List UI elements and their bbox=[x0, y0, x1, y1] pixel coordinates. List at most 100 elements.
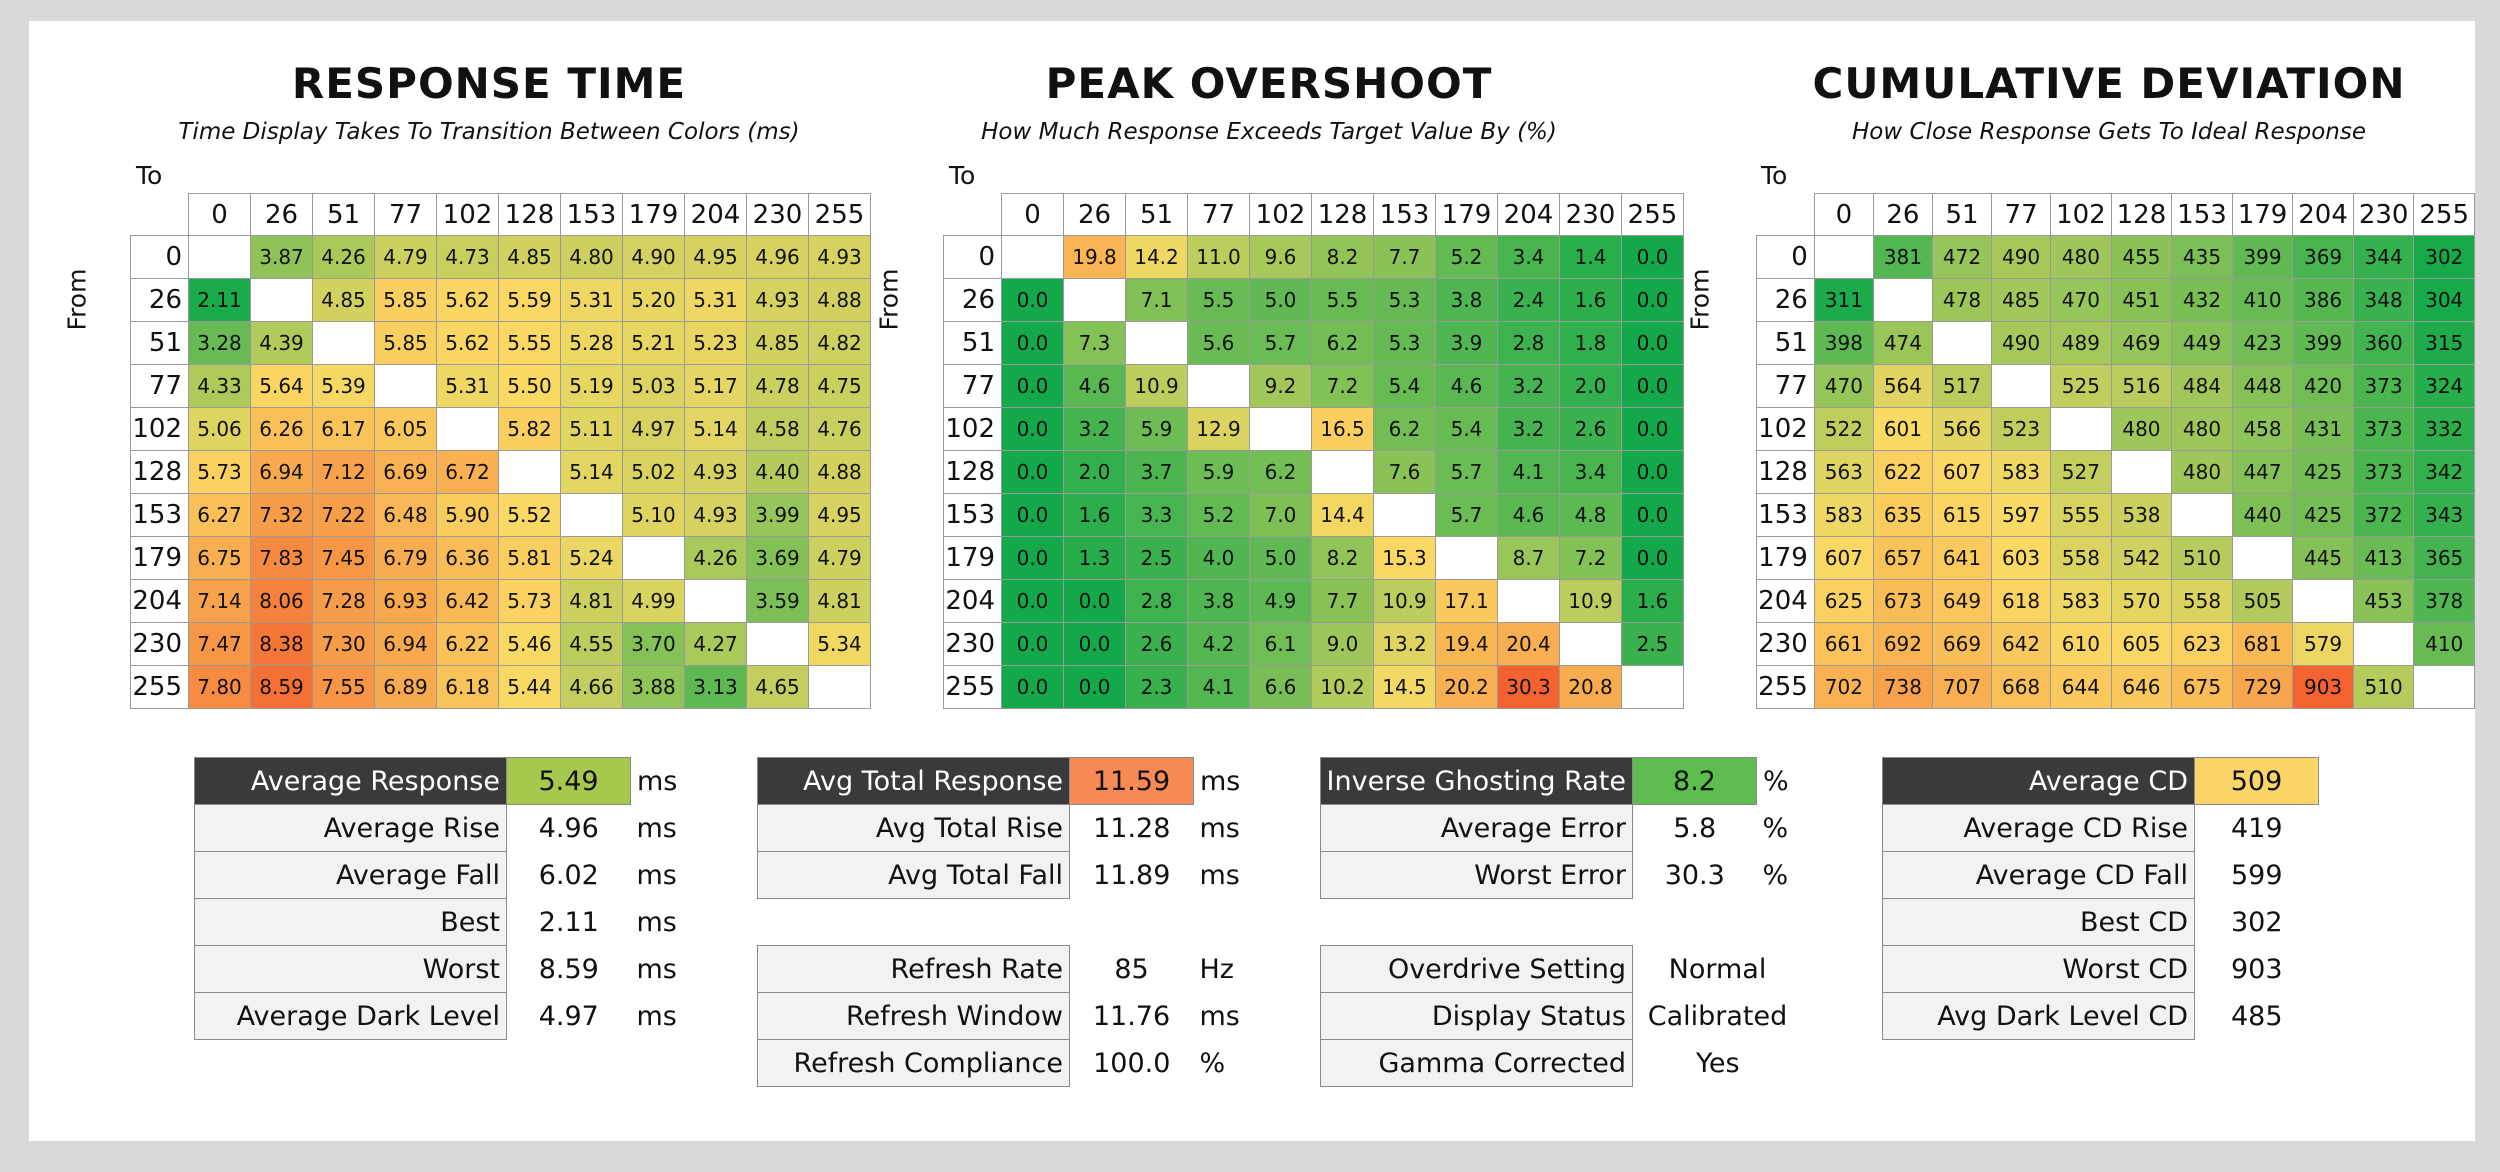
stat-value: 5.49 bbox=[506, 757, 631, 805]
heatmap-cell: 469 bbox=[2110, 321, 2173, 365]
heatmap-cell: 623 bbox=[2171, 622, 2233, 666]
heatmap-cell: 668 bbox=[1991, 665, 2052, 709]
x-tick-label: 51 bbox=[312, 193, 375, 236]
heatmap-cell bbox=[312, 321, 375, 365]
stat-row: Average CD 509 bbox=[1882, 757, 2339, 805]
heatmap-cell: 7.14 bbox=[188, 579, 251, 623]
heatmap-cell: 4.97 bbox=[622, 407, 685, 451]
x-tick-label: 51 bbox=[1125, 193, 1188, 236]
heatmap-cell: 601 bbox=[1872, 407, 1933, 451]
heatmap-cell bbox=[1125, 321, 1188, 365]
settings-stats-table: Overdrive Setting Normal Display Status Cal… bbox=[1320, 945, 1823, 1087]
heatmap-cell bbox=[1621, 665, 1684, 709]
heatmap-cell: 4.95 bbox=[808, 493, 871, 537]
heatmap-cell: 0.0 bbox=[1063, 622, 1126, 666]
stat-value: 30.3 bbox=[1664, 859, 1725, 891]
heatmap-cell: 3.28 bbox=[188, 321, 251, 365]
stat-label: Worst Error bbox=[1320, 851, 1633, 899]
x-tick-label: 26 bbox=[1872, 193, 1933, 236]
heatmap-cell: 5.9 bbox=[1187, 450, 1250, 494]
heatmap-cell: 563 bbox=[1813, 450, 1874, 494]
stat-row: Best 2.11 ms bbox=[194, 898, 691, 946]
heatmap-cell: 4.88 bbox=[808, 278, 871, 322]
stat-row: Refresh Rate 85 Hz bbox=[757, 945, 1254, 993]
heatmap-cell: 644 bbox=[2050, 665, 2112, 709]
x-tick-label: 102 bbox=[1249, 193, 1312, 236]
heatmap-cell: 8.7 bbox=[1497, 536, 1560, 580]
heatmap-cell: 5.21 bbox=[622, 321, 685, 365]
heatmap-cell: 505 bbox=[2231, 579, 2294, 623]
heatmap-cell: 4.1 bbox=[1497, 450, 1560, 494]
heatmap-cell: 5.31 bbox=[436, 364, 499, 408]
heatmap-cell: 5.81 bbox=[498, 536, 561, 580]
y-tick-label: 51 bbox=[130, 321, 189, 365]
refresh-stats-table: Refresh Rate 85 Hz Refresh Window 11.76 ms Ref… bbox=[757, 945, 1254, 1087]
stat-label: Refresh Compliance bbox=[757, 1039, 1070, 1087]
stat-label: Worst bbox=[194, 945, 507, 993]
heatmap-cell bbox=[436, 407, 499, 451]
heatmap-cell: 4.39 bbox=[250, 321, 313, 365]
heatmap-cell: 583 bbox=[2050, 579, 2112, 623]
heatmap-cell bbox=[188, 235, 251, 279]
y-axis-label-response: From bbox=[62, 268, 92, 331]
x-tick-label: 102 bbox=[436, 193, 499, 236]
stat-label: Gamma Corrected bbox=[1320, 1039, 1633, 1087]
heatmap-cell bbox=[2413, 665, 2475, 709]
heatmap-cell: 6.89 bbox=[374, 665, 437, 709]
heatmap-cell bbox=[2352, 622, 2415, 666]
heatmap-cell: 3.13 bbox=[684, 665, 747, 709]
y-tick-label: 102 bbox=[943, 407, 1002, 451]
y-tick-label: 102 bbox=[130, 407, 189, 451]
heatmap-cell: 4.55 bbox=[560, 622, 623, 666]
stat-value: 419 bbox=[2230, 812, 2283, 844]
heatmap-cell: 373 bbox=[2352, 450, 2415, 494]
stat-label: Avg Total Response bbox=[757, 757, 1070, 805]
stat-value: Calibrated bbox=[1647, 1000, 1788, 1032]
heatmap-cell: 566 bbox=[1931, 407, 1993, 451]
heatmap-cell: 6.69 bbox=[374, 450, 437, 494]
x-tick-label: 51 bbox=[1931, 193, 1993, 236]
x-tick-label: 128 bbox=[1311, 193, 1374, 236]
heatmap-cell: 7.0 bbox=[1249, 493, 1312, 537]
x-tick-label: 153 bbox=[2171, 193, 2233, 236]
heatmap-cell: 2.4 bbox=[1497, 278, 1560, 322]
heatmap-cell bbox=[2171, 493, 2233, 537]
stat-label: Average CD bbox=[1882, 757, 2195, 805]
y-tick-label: 230 bbox=[1756, 622, 1815, 666]
y-tick-label: 255 bbox=[943, 665, 1002, 709]
results-card: RESPONSE TIME Time Display Takes To Tran… bbox=[29, 21, 2475, 1141]
heatmap-cell: 5.03 bbox=[622, 364, 685, 408]
heatmap-cell: 4.9 bbox=[1249, 579, 1312, 623]
heatmap-cell bbox=[498, 450, 561, 494]
heatmap-cell: 5.90 bbox=[436, 493, 499, 537]
heatmap-cell: 348 bbox=[2352, 278, 2415, 322]
heatmap-cell: 4.58 bbox=[746, 407, 809, 451]
x-tick-label: 179 bbox=[1435, 193, 1498, 236]
heatmap-cell: 692 bbox=[1872, 622, 1933, 666]
heatmap-cell: 641 bbox=[1931, 536, 1993, 580]
heatmap-cell: 6.17 bbox=[312, 407, 375, 451]
y-tick-label: 77 bbox=[130, 364, 189, 408]
stat-row: Worst CD 903 bbox=[1882, 945, 2339, 993]
heatmap-cell: 5.5 bbox=[1187, 278, 1250, 322]
stat-value: 11.28 bbox=[1093, 812, 1171, 844]
y-axis-label-overshoot: From bbox=[874, 268, 904, 331]
stat-value: 11.76 bbox=[1092, 1000, 1171, 1032]
heatmap-cell: 657 bbox=[1872, 536, 1933, 580]
heatmap-cell: 707 bbox=[1931, 665, 1993, 709]
heatmap-cell: 510 bbox=[2352, 665, 2415, 709]
heatmap-cell: 2.0 bbox=[1063, 450, 1126, 494]
stat-row: Overdrive Setting Normal bbox=[1320, 945, 1823, 993]
heatmap-cell: 5.62 bbox=[436, 321, 499, 365]
stat-label: Average CD Rise bbox=[1882, 804, 2195, 852]
heatmap-cell: 30.3 bbox=[1497, 665, 1560, 709]
heatmap-cell bbox=[250, 278, 313, 322]
heatmap-cell: 6.6 bbox=[1249, 665, 1312, 709]
stat-value: Normal bbox=[1668, 953, 1767, 985]
heatmap-cell: 0.0 bbox=[1621, 450, 1684, 494]
stat-row: Display Status Calibrated bbox=[1320, 992, 1823, 1040]
heatmap-cell: 399 bbox=[2231, 235, 2294, 279]
stat-row: Refresh Compliance 100.0% bbox=[757, 1039, 1254, 1087]
heatmap-cell: 4.93 bbox=[808, 235, 871, 279]
heatmap-cell: 14.4 bbox=[1311, 493, 1374, 537]
